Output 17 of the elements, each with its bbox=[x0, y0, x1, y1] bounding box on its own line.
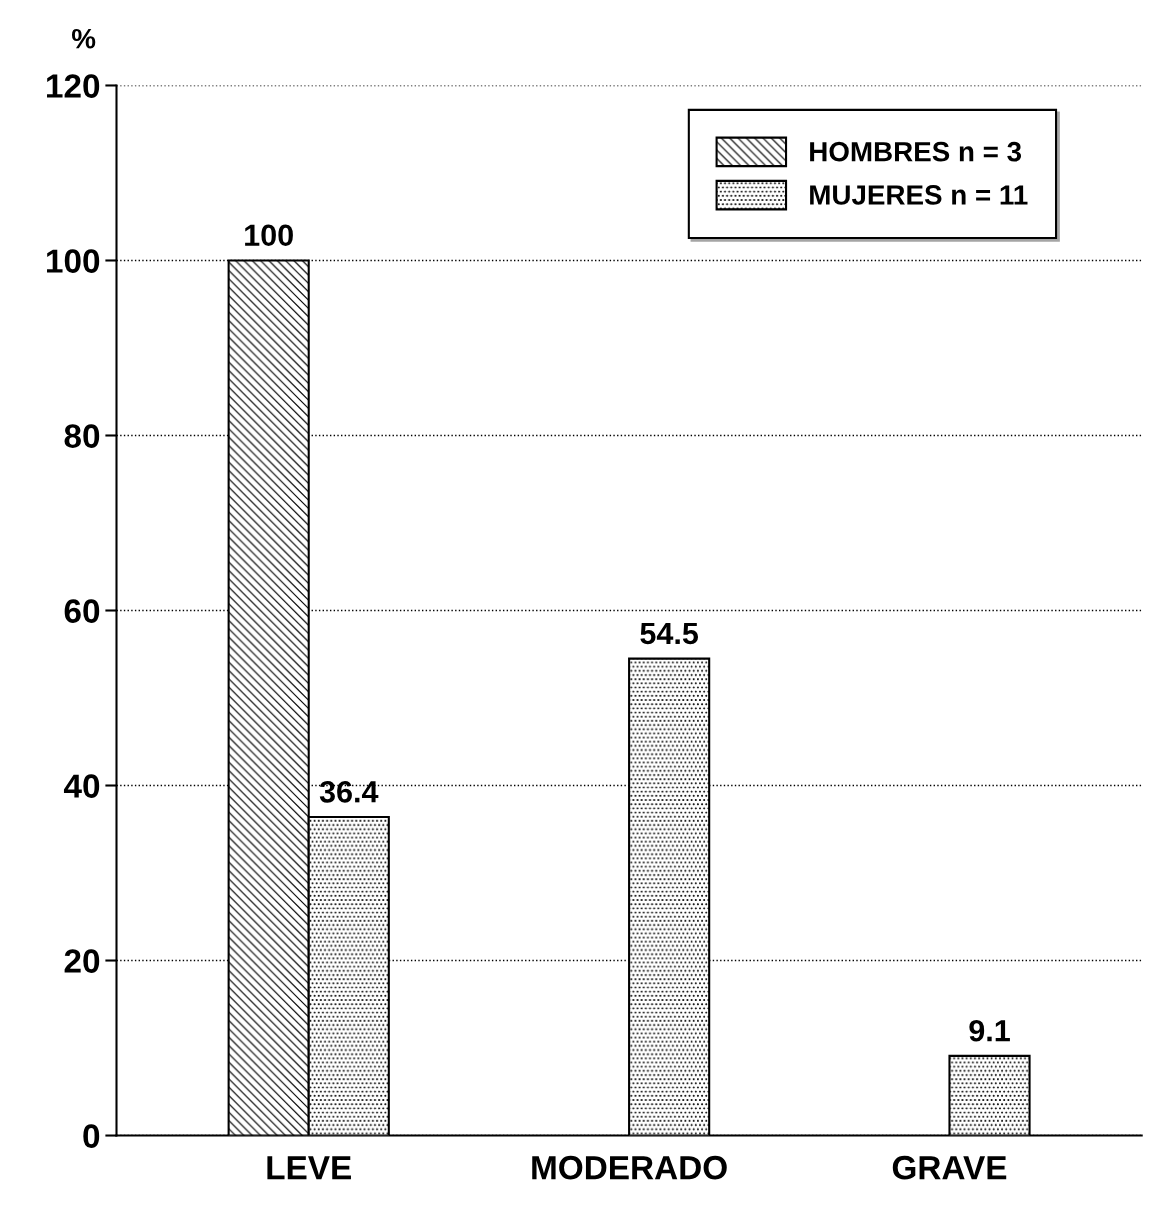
data-label: 36.4 bbox=[319, 781, 379, 803]
legend-label: MUJERES n = 11 bbox=[810, 185, 1028, 205]
x-tick-label: LEVE bbox=[267, 1156, 351, 1180]
y-tick-label: 0 bbox=[83, 1124, 100, 1148]
x-tick-label: MODERADO bbox=[532, 1155, 727, 1180]
y-tick-label: 40 bbox=[63, 774, 100, 798]
y-axis-title: % bbox=[71, 28, 96, 49]
y-tick-label: 100 bbox=[47, 249, 100, 273]
y-tick-label: 80 bbox=[64, 424, 100, 448]
x-tick-label: GRAVE bbox=[892, 1155, 1007, 1180]
y-tick-label: 60 bbox=[64, 599, 100, 623]
data-label: 100 bbox=[245, 224, 293, 247]
legend-label: HOMBRES n = 3 bbox=[810, 141, 1022, 162]
data-label: 54.5 bbox=[640, 622, 699, 645]
data-label: 9.1 bbox=[969, 1019, 1010, 1042]
y-tick-label: 20 bbox=[64, 949, 100, 973]
y-tick-label: 120 bbox=[47, 74, 100, 98]
